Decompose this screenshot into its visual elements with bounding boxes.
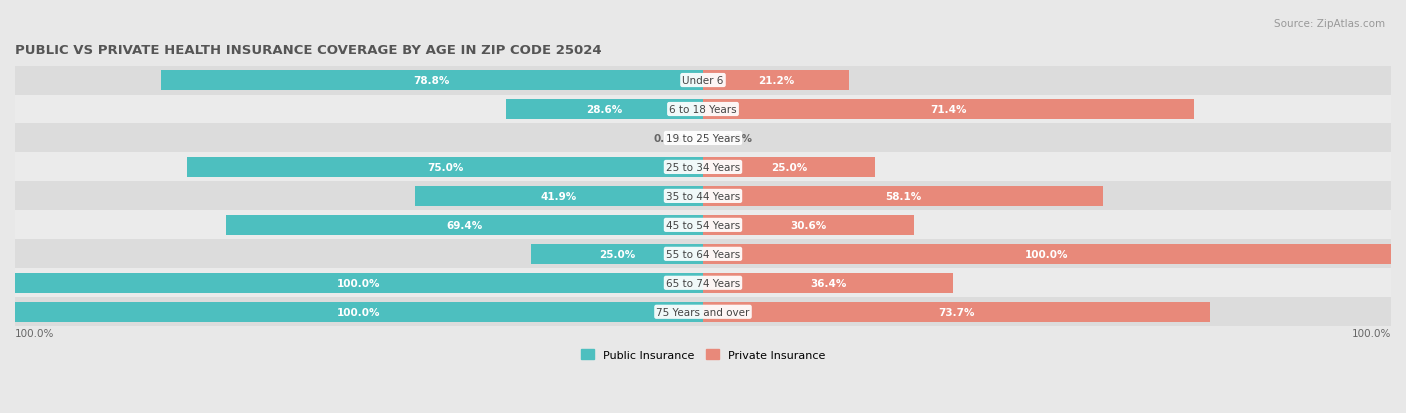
Text: 75 Years and over: 75 Years and over — [657, 307, 749, 317]
Bar — [160, 71, 703, 91]
Text: 25 to 34 Years: 25 to 34 Years — [666, 163, 740, 173]
Bar — [703, 100, 1194, 119]
Text: 100.0%: 100.0% — [15, 328, 55, 338]
Bar — [15, 273, 703, 293]
Bar — [187, 158, 703, 177]
Bar — [15, 182, 1391, 211]
Text: 25.0%: 25.0% — [770, 163, 807, 173]
Text: 55 to 64 Years: 55 to 64 Years — [666, 249, 740, 259]
Text: 78.8%: 78.8% — [413, 76, 450, 86]
Text: 25.0%: 25.0% — [599, 249, 636, 259]
Text: Source: ZipAtlas.com: Source: ZipAtlas.com — [1274, 19, 1385, 28]
Text: 0.0%: 0.0% — [654, 134, 682, 144]
Legend: Public Insurance, Private Insurance: Public Insurance, Private Insurance — [576, 345, 830, 364]
Text: 21.2%: 21.2% — [758, 76, 794, 86]
Bar — [15, 298, 1391, 326]
Bar — [703, 216, 914, 235]
Text: 73.7%: 73.7% — [938, 307, 974, 317]
Bar — [15, 269, 1391, 298]
Text: 41.9%: 41.9% — [541, 192, 576, 202]
Text: 0.0%: 0.0% — [724, 134, 752, 144]
Bar — [531, 244, 703, 264]
Bar — [703, 158, 875, 177]
Text: 75.0%: 75.0% — [427, 163, 463, 173]
Text: 100.0%: 100.0% — [337, 278, 381, 288]
Bar — [415, 187, 703, 206]
Text: 35 to 44 Years: 35 to 44 Years — [666, 192, 740, 202]
Text: 28.6%: 28.6% — [586, 105, 623, 115]
Text: 100.0%: 100.0% — [1351, 328, 1391, 338]
Bar — [15, 211, 1391, 240]
Text: PUBLIC VS PRIVATE HEALTH INSURANCE COVERAGE BY AGE IN ZIP CODE 25024: PUBLIC VS PRIVATE HEALTH INSURANCE COVER… — [15, 44, 602, 57]
Bar — [703, 187, 1102, 206]
Bar — [703, 273, 953, 293]
Bar — [703, 302, 1211, 322]
Bar — [703, 71, 849, 91]
Bar — [15, 95, 1391, 124]
Text: 30.6%: 30.6% — [790, 221, 827, 230]
Bar — [15, 302, 703, 322]
Text: 71.4%: 71.4% — [931, 105, 967, 115]
Text: 6 to 18 Years: 6 to 18 Years — [669, 105, 737, 115]
Text: 69.4%: 69.4% — [446, 221, 482, 230]
Bar — [506, 100, 703, 119]
Bar — [703, 244, 1391, 264]
Bar — [15, 240, 1391, 269]
Text: 100.0%: 100.0% — [1025, 249, 1069, 259]
Text: 45 to 54 Years: 45 to 54 Years — [666, 221, 740, 230]
Bar — [225, 216, 703, 235]
Text: Under 6: Under 6 — [682, 76, 724, 86]
Bar — [15, 124, 1391, 153]
Text: 65 to 74 Years: 65 to 74 Years — [666, 278, 740, 288]
Bar — [15, 153, 1391, 182]
Bar — [15, 66, 1391, 95]
Text: 19 to 25 Years: 19 to 25 Years — [666, 134, 740, 144]
Text: 36.4%: 36.4% — [810, 278, 846, 288]
Text: 58.1%: 58.1% — [884, 192, 921, 202]
Text: 100.0%: 100.0% — [337, 307, 381, 317]
